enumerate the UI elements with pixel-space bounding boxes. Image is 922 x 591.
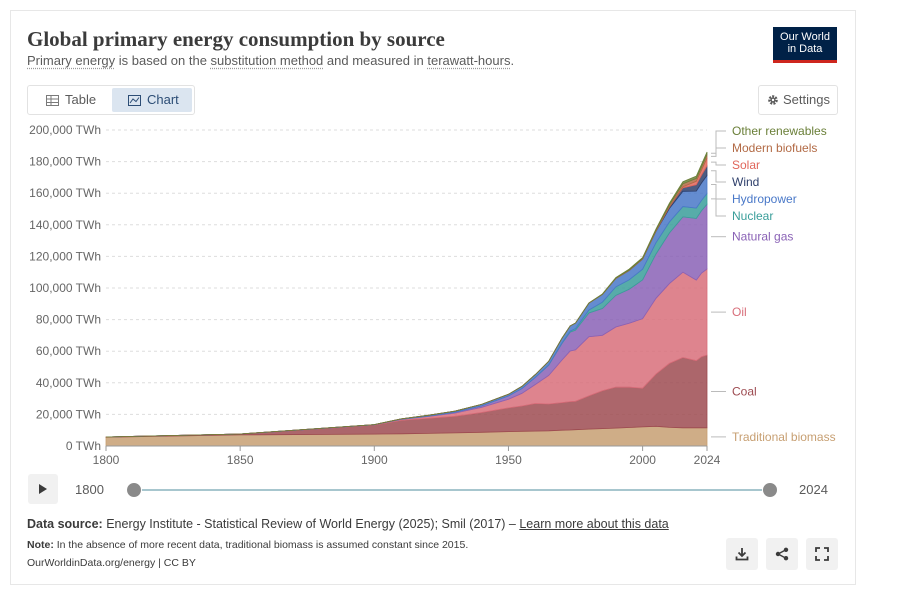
timeline-end-handle[interactable] [762, 482, 778, 498]
table-icon [46, 95, 59, 106]
y-tick-label: 40,000 TWh [36, 376, 101, 390]
x-tick-label: 1950 [495, 453, 522, 467]
line-chart-icon [128, 95, 141, 106]
series-label-traditional-biomass[interactable]: Traditional biomass [732, 430, 836, 444]
x-tick-label: 1800 [93, 453, 120, 467]
label-leader-line [711, 184, 726, 200]
series-label-coal[interactable]: Coal [732, 385, 757, 399]
y-tick-label: 180,000 TWh [29, 155, 101, 169]
series-labels: Traditional biomass Coal Oil Natural gas Nuc… [711, 124, 836, 444]
fullscreen-button[interactable] [806, 538, 838, 570]
chart-note: Note: In the absence of more recent data… [27, 539, 469, 551]
label-leader-line [711, 170, 726, 183]
share-icon [775, 547, 789, 561]
x-tick-label: 1850 [227, 453, 254, 467]
x-tick-label: 2024 [694, 453, 721, 467]
tab-chart[interactable]: Chart [112, 88, 192, 112]
y-tick-label: 0 TWh [66, 439, 101, 453]
y-tick-label: 80,000 TWh [36, 313, 101, 327]
y-tick-label: 60,000 TWh [36, 344, 101, 358]
series-label-oil[interactable]: Oil [732, 305, 747, 319]
primary-energy-link[interactable]: Primary energy [27, 53, 116, 68]
timeline-start-label: 1800 [75, 482, 104, 497]
y-tick-label: 140,000 TWh [29, 218, 101, 232]
x-tick-label: 1900 [361, 453, 388, 467]
owid-logo[interactable]: Our World in Data [773, 27, 837, 63]
substitution-method-link[interactable]: substitution method [210, 53, 324, 68]
series-label-natural-gas[interactable]: Natural gas [732, 230, 793, 244]
series-label-wind[interactable]: Wind [732, 175, 759, 189]
terawatt-hours-link[interactable]: terawatt-hours [427, 53, 511, 68]
y-tick-label: 100,000 TWh [29, 281, 101, 295]
view-tabs: Table Chart [27, 85, 195, 115]
fullscreen-icon [815, 547, 829, 561]
series-label-other-renewables[interactable]: Other renewables [732, 124, 827, 138]
play-button[interactable] [28, 474, 58, 504]
share-button[interactable] [766, 538, 798, 570]
learn-more-link[interactable]: Learn more about this data [519, 517, 669, 531]
settings-button[interactable]: Settings [758, 85, 838, 115]
series-label-hydropower[interactable]: Hydropower [732, 192, 797, 206]
timeline-end-label: 2024 [799, 482, 828, 497]
timeline-start-handle[interactable] [126, 482, 142, 498]
tab-table[interactable]: Table [30, 88, 110, 112]
series-label-modern-biofuels[interactable]: Modern biofuels [732, 141, 817, 155]
timeline-track[interactable] [134, 489, 770, 491]
source-url[interactable]: OurWorldinData.org/energy | CC BY [27, 557, 196, 569]
series-label-solar[interactable]: Solar [732, 158, 760, 172]
axes: 0 TWh 20,000 TWh 40,000 TWh 60,000 TWh 80,00… [29, 123, 720, 467]
label-leader-line [711, 161, 726, 166]
area-series [105, 151, 708, 447]
y-tick-label: 160,000 TWh [29, 186, 101, 200]
data-source: Data source: Energy Institute - Statisti… [27, 517, 669, 531]
download-icon [735, 548, 749, 561]
chart-subtitle: Primary energy is based on the substitut… [27, 53, 515, 68]
y-tick-label: 20,000 TWh [36, 407, 101, 421]
x-tick-label: 2000 [629, 453, 656, 467]
y-tick-label: 120,000 TWh [29, 249, 101, 263]
chart-title: Global primary energy consumption by sou… [27, 27, 445, 51]
download-button[interactable] [726, 538, 758, 570]
label-leader-line [711, 198, 726, 217]
gear-icon [768, 95, 778, 105]
series-label-nuclear[interactable]: Nuclear [732, 209, 773, 223]
play-icon [39, 484, 47, 494]
y-tick-label: 200,000 TWh [29, 123, 101, 137]
label-leader-line [711, 130, 726, 154]
area-other-renewables[interactable] [105, 151, 708, 438]
label-leader-line [711, 147, 726, 157]
